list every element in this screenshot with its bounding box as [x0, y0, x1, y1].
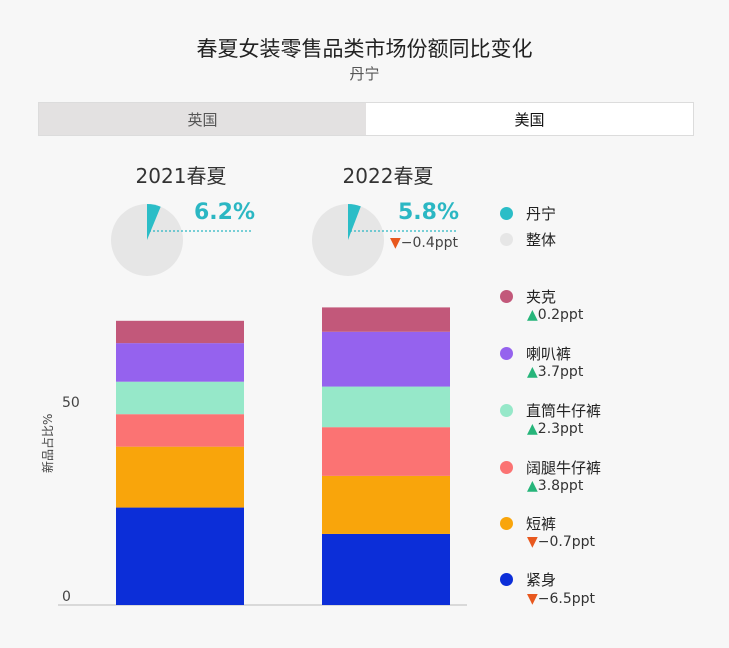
legend-dot-icon: [500, 233, 513, 246]
legend-item-overall: 整体: [500, 229, 556, 250]
tab-us[interactable]: 美国: [366, 103, 693, 135]
legend-dot-icon: [500, 461, 513, 474]
legend-item-straight-jeans: 直筒牛仔裤: [500, 400, 601, 421]
legend-label: 直筒牛仔裤: [526, 402, 602, 420]
legend-delta-straight-jeans: ▲2.3ppt: [527, 421, 583, 437]
bar-segment-2021: [116, 343, 244, 382]
legend-item-denim: 丹宁: [500, 203, 556, 224]
pie-percent-2021: 6.2%: [194, 200, 256, 225]
bar-segment-2022: [322, 533, 450, 605]
y-axis-label: 新品占比%: [40, 414, 55, 473]
chart-title: 春夏女装零售品类市场份额同比变化: [196, 37, 533, 61]
down-arrow-icon: ▼: [527, 534, 538, 550]
pie-percent-2022: 5.8%: [398, 200, 460, 225]
legend-dot-icon: [500, 517, 513, 530]
legend-dot-icon: [500, 347, 513, 360]
legend-delta-value: 3.7ppt: [537, 364, 584, 380]
legend-delta-wide-jeans: ▲3.8ppt: [527, 478, 583, 494]
up-arrow-icon: ▲: [527, 421, 538, 437]
legend-dot-icon: [500, 404, 513, 417]
pie-year-2021: 2021春夏: [135, 164, 227, 188]
bar-segment-2022: [322, 307, 450, 332]
legend-delta-jacket: ▲0.2ppt: [527, 307, 583, 323]
pie-year-2022: 2022春夏: [342, 164, 434, 188]
country-tabs: 英国 美国: [38, 102, 694, 136]
tab-uk[interactable]: 英国: [39, 103, 366, 135]
y-tick-label: 50: [62, 395, 80, 411]
bar-segment-2021: [116, 381, 244, 415]
y-tick-label: 0: [62, 589, 71, 605]
legend-label: 喇叭裤: [526, 345, 572, 363]
legend-label: 丹宁: [526, 205, 557, 223]
legend-item-shorts: 短裤: [500, 513, 556, 534]
legend-item-wide-jeans: 阔腿牛仔裤: [500, 457, 601, 478]
legend-item-skinny: 紧身: [500, 569, 556, 590]
legend-label: 夹克: [526, 288, 557, 306]
bar-segment-2021: [116, 507, 244, 605]
legend-item-jacket: 夹克: [500, 286, 556, 307]
down-arrow-icon: ▼: [390, 235, 401, 251]
up-arrow-icon: ▲: [527, 478, 538, 494]
legend-delta-shorts: ▼−0.7ppt: [527, 534, 595, 550]
bar-segment-2022: [322, 427, 450, 476]
legend-delta-value: 3.8ppt: [537, 478, 584, 494]
bar-segment-2021: [116, 414, 244, 447]
legend-label: 紧身: [526, 571, 557, 589]
up-arrow-icon: ▲: [527, 364, 538, 380]
legend-dot-icon: [500, 290, 513, 303]
legend-delta-value: 0.2ppt: [537, 307, 584, 323]
bar-segment-2022: [322, 386, 450, 428]
bar-segment-2021: [116, 446, 244, 508]
up-arrow-icon: ▲: [527, 307, 538, 323]
pie-delta-value: −0.4ppt: [400, 235, 459, 251]
pie-delta-2022: ▼−0.4ppt: [390, 235, 458, 251]
legend-label: 阔腿牛仔裤: [526, 459, 602, 477]
legend-label: 整体: [526, 231, 557, 249]
bar-segment-2022: [322, 475, 450, 534]
bar-segment-2021: [116, 320, 244, 344]
legend-dot-icon: [500, 207, 513, 220]
legend-dot-icon: [500, 573, 513, 586]
legend-delta-value: −6.5ppt: [537, 591, 596, 607]
down-arrow-icon: ▼: [527, 591, 538, 607]
legend-delta-value: 2.3ppt: [537, 421, 584, 437]
legend-delta-flare: ▲3.7ppt: [527, 364, 583, 380]
chart-subtitle: 丹宁: [349, 65, 380, 83]
legend-delta-value: −0.7ppt: [537, 534, 596, 550]
legend-label: 短裤: [526, 515, 557, 533]
bar-segment-2022: [322, 331, 450, 387]
legend-item-flare: 喇叭裤: [500, 343, 571, 364]
legend-delta-skinny: ▼−6.5ppt: [527, 591, 595, 607]
